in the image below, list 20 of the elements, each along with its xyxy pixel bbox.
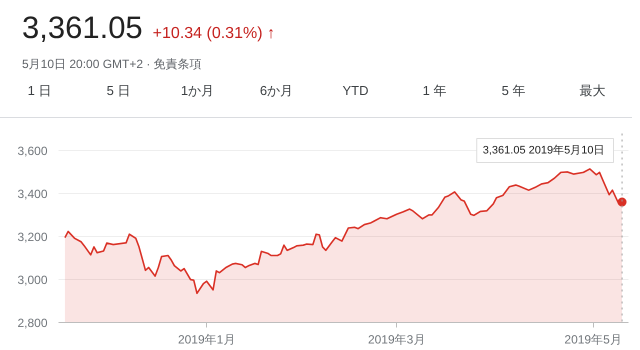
y-tick-label: 2,800	[17, 316, 48, 330]
text: 1か月	[180, 82, 216, 100]
text: 1 日	[26, 82, 52, 100]
annotation: 3,361.05 2019年5月10日	[482, 144, 604, 156]
y-tick-label: 3,600	[17, 144, 48, 158]
x-tick-label: 2019年1月	[178, 332, 236, 346]
y-tick-label: 3,200	[17, 230, 48, 244]
x-tick-label: 2019年5月	[564, 332, 622, 346]
x-tick-label: 2019年3月	[368, 332, 426, 346]
chart-subtitle: 5月10日 20:00 GMT+2 · 免責条項	[22, 56, 203, 74]
text: 5 年	[500, 82, 526, 100]
text: 5 日	[106, 82, 132, 100]
text: 6か月	[258, 82, 294, 100]
text: 最大	[578, 82, 606, 100]
text: YTD	[342, 82, 370, 100]
y-tick-label: 3,400	[17, 187, 48, 202]
chart-title: 3,361.05	[22, 10, 143, 45]
text: 1 年	[422, 82, 448, 100]
text: +10.34 (0.31%) ↑	[152, 25, 275, 42]
y-tick-label: 3,000	[17, 273, 48, 288]
